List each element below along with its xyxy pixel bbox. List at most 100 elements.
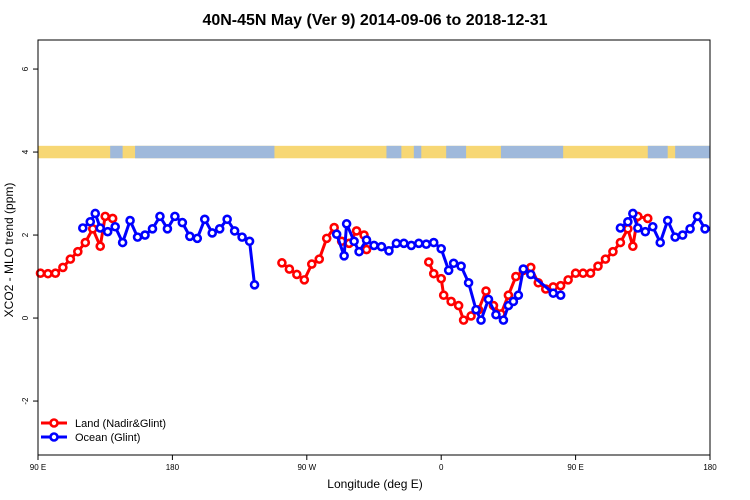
data-point (513, 290, 524, 301)
data-point (185, 231, 195, 242)
data-point (78, 223, 88, 233)
strip-ocean (647, 145, 668, 159)
data-point (249, 280, 260, 290)
data-point (585, 268, 596, 279)
x-tick-label: 0 (439, 463, 444, 472)
data-point (570, 268, 581, 279)
data-point (628, 208, 638, 219)
legend: Land (Nadir&Glint) Ocean (Glint) (41, 418, 166, 444)
data-point (214, 224, 225, 234)
data-point (125, 215, 135, 226)
data-point (608, 246, 618, 257)
x-tick-label: 90 E (567, 463, 583, 472)
data-point (140, 230, 150, 240)
data-point (199, 214, 210, 225)
data-point (685, 224, 695, 234)
strip-ocean (413, 145, 422, 159)
data-point (498, 315, 509, 325)
data-point (306, 259, 317, 269)
data-point (406, 240, 417, 251)
data-point (147, 224, 158, 234)
data-point (277, 258, 287, 268)
data-point (633, 223, 643, 233)
data-point (65, 254, 76, 264)
data-point (341, 219, 352, 229)
y-tick-label: 2 (21, 232, 30, 237)
data-point (555, 290, 566, 301)
data-point (615, 223, 626, 233)
data-point (456, 261, 466, 271)
series-line (81, 209, 257, 286)
x-axis-label: Longitude (deg E) (327, 477, 422, 491)
data-point (615, 237, 626, 248)
data-point (640, 226, 651, 237)
data-point (677, 230, 688, 240)
data-point (670, 232, 680, 242)
data-point (354, 246, 364, 257)
y-axis-label: XCO2 - MLO trend (ppm) (2, 183, 16, 318)
data-point (600, 254, 611, 264)
data-point (43, 268, 53, 279)
y-axis: -2 0 2 4 6 (21, 66, 38, 405)
data-point (628, 241, 638, 252)
data-point (548, 288, 559, 298)
data-point (471, 304, 481, 315)
strip-ocean (110, 145, 123, 159)
y-tick-label: 4 (21, 149, 30, 154)
data-point (80, 237, 91, 248)
data-point (555, 280, 566, 291)
data-point (299, 275, 310, 285)
data-point (692, 211, 703, 222)
data-point (446, 296, 456, 307)
data-point (95, 241, 106, 252)
strip-ocean (135, 145, 275, 159)
data-point (413, 238, 424, 249)
data-point (90, 208, 101, 219)
data-point (700, 224, 710, 234)
series-land (35, 211, 653, 325)
strip-ocean (446, 145, 467, 159)
data-point (508, 296, 519, 307)
x-tick-label: 180 (166, 463, 180, 472)
data-point (100, 211, 110, 222)
data-point (448, 258, 459, 269)
data-point (331, 229, 342, 240)
series-ocean (78, 208, 710, 325)
data-point (117, 237, 128, 248)
data-point (207, 228, 218, 238)
x-tick-label: 180 (703, 463, 717, 472)
data-point (229, 226, 240, 236)
legend-marker (49, 432, 59, 442)
legend-label: Ocean (Glint) (75, 432, 140, 444)
data-point (463, 277, 474, 288)
x-axis: 90 E 180 90 W 0 90 E 180 (30, 455, 717, 472)
data-point (110, 221, 120, 232)
legend-label: Land (Nadir&Glint) (75, 418, 166, 430)
y-tick-label: 0 (21, 315, 30, 320)
data-point (237, 232, 247, 242)
data-point (436, 243, 447, 254)
data-point (421, 239, 432, 249)
data-point (662, 215, 673, 226)
x-tick-label: 90 E (30, 463, 46, 472)
data-point (384, 246, 394, 256)
data-point (642, 213, 653, 224)
data-point (593, 261, 603, 271)
data-point (50, 268, 61, 279)
data-point (361, 235, 372, 245)
data-point (438, 290, 449, 301)
data-point (453, 300, 464, 311)
strip-ocean (675, 145, 710, 159)
data-point (192, 233, 203, 244)
data-point (391, 238, 402, 249)
data-point (244, 236, 255, 247)
data-point (578, 268, 588, 279)
data-point (314, 254, 325, 264)
data-point (349, 236, 359, 247)
data-point (321, 233, 332, 244)
data-point (132, 232, 143, 242)
data-point (525, 269, 536, 280)
y-tick-label: -2 (21, 397, 30, 405)
data-point (284, 264, 295, 274)
